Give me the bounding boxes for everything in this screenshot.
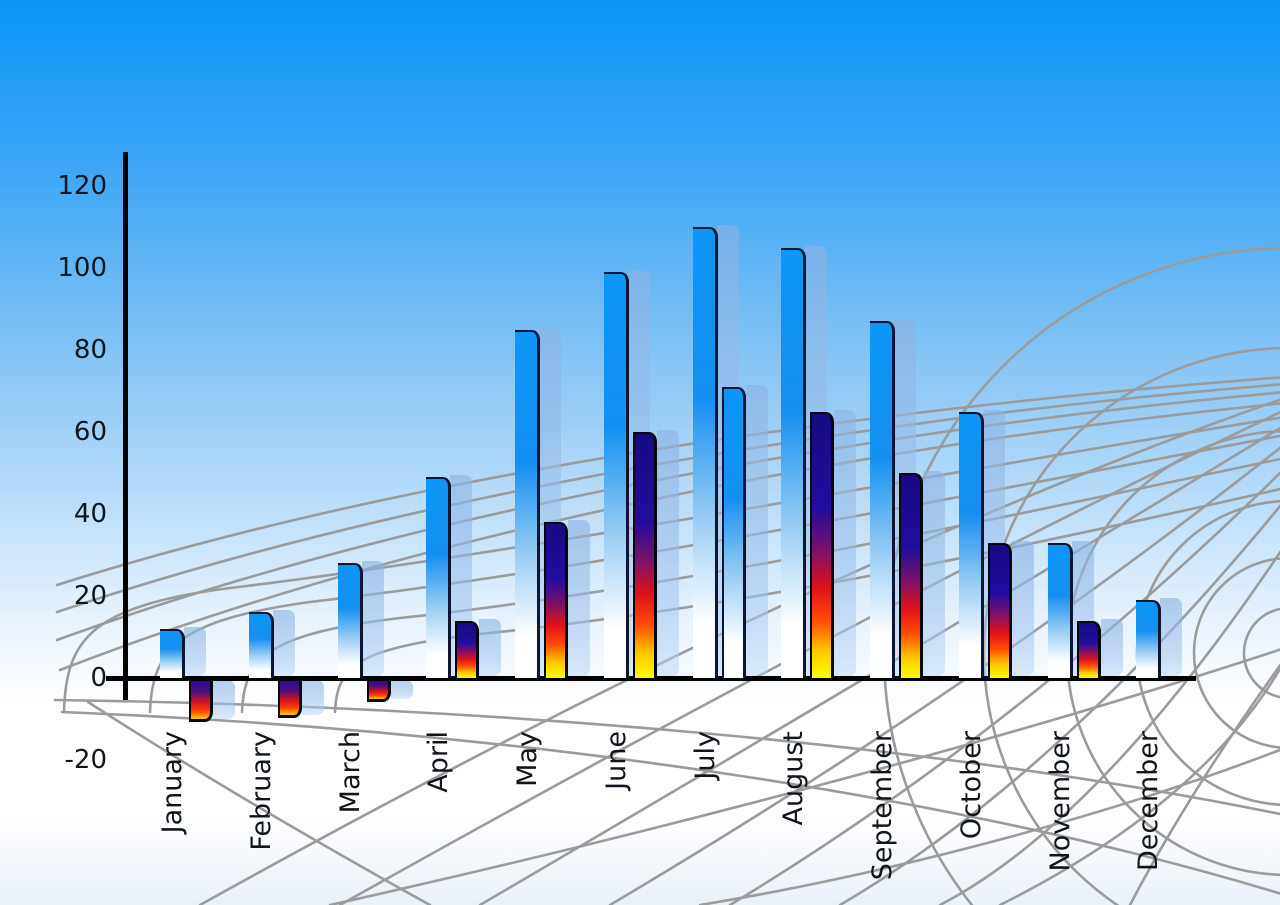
bar-series2-february [277, 681, 302, 718]
bar-shadow-series2-january [213, 680, 235, 719]
bar-shadow-series2-february [301, 680, 324, 715]
bar-series2-october [987, 542, 1012, 678]
bar-shadow-series2-june [656, 430, 679, 676]
bar-series1-february [248, 612, 274, 678]
bar-series1-december [1136, 600, 1162, 678]
bar-shadow-series1-february [272, 610, 295, 676]
bar-series2-june [632, 432, 657, 678]
bar-series1-september [870, 321, 895, 678]
x-tick-label-text: April [423, 731, 455, 793]
bar-shadow-series1-march [361, 561, 384, 676]
x-tick-label-text: September [867, 731, 898, 881]
y-tick-label-20: 20 [73, 581, 107, 611]
y-tick-label-60: 60 [73, 417, 107, 447]
y-tick-label-80: 80 [73, 335, 107, 365]
bar-shadow-series2-august [834, 409, 857, 676]
bar-series1-june [603, 272, 629, 678]
y-tick-label-40: 40 [73, 499, 107, 529]
x-tick-label-text: July [689, 731, 721, 780]
x-tick-label-text: January [157, 731, 188, 834]
bar-shadow-series1-january [184, 626, 206, 676]
bar-shadow-series2-november [1100, 618, 1123, 676]
bar-series2-july [721, 386, 746, 678]
x-tick-label-text: March [334, 731, 366, 814]
x-tick-label-text: December [1133, 731, 1165, 872]
x-tick-label-text: February [245, 731, 277, 851]
bar-series1-april [426, 477, 452, 678]
bar-series1-july [692, 227, 718, 678]
x-tick-label-text: May [512, 731, 543, 787]
x-axis-line [106, 676, 1196, 681]
y-tick-label--20: -20 [64, 745, 107, 775]
bar-shadow-series1-december [1160, 598, 1183, 676]
bar-series2-november [1076, 620, 1101, 678]
bar-series2-march [366, 681, 391, 702]
bar-shadow-series2-september [923, 471, 945, 676]
bar-shadow-series2-october [1011, 540, 1034, 676]
bar-series1-november [1047, 542, 1073, 678]
bar-series1-august [781, 247, 807, 678]
y-tick-label-100: 100 [57, 253, 107, 283]
bar-shadow-series2-july [745, 384, 768, 676]
bar-series2-january [189, 681, 213, 722]
bar-series1-march [337, 563, 363, 678]
bar-shadow-series2-april [479, 618, 502, 676]
bar-shadow-series2-march [390, 680, 413, 699]
x-tick-label-text: August [778, 731, 810, 826]
x-tick-label-text: June [600, 731, 632, 790]
bar-series1-january [160, 628, 185, 678]
bar-series1-october [958, 411, 984, 678]
bar-series2-september [899, 473, 923, 678]
y-tick-label-0: 0 [90, 663, 107, 693]
bar-series2-april [455, 620, 480, 678]
x-tick-label-text: October [955, 731, 987, 840]
bar-series2-august [810, 411, 835, 678]
bar-series1-may [515, 329, 540, 678]
bar-shadow-series2-may [568, 520, 590, 676]
bar-series2-may [544, 522, 568, 678]
x-tick-label-text: November [1044, 731, 1076, 872]
y-tick-label-120: 120 [57, 171, 107, 201]
y-axis-line [123, 152, 128, 700]
